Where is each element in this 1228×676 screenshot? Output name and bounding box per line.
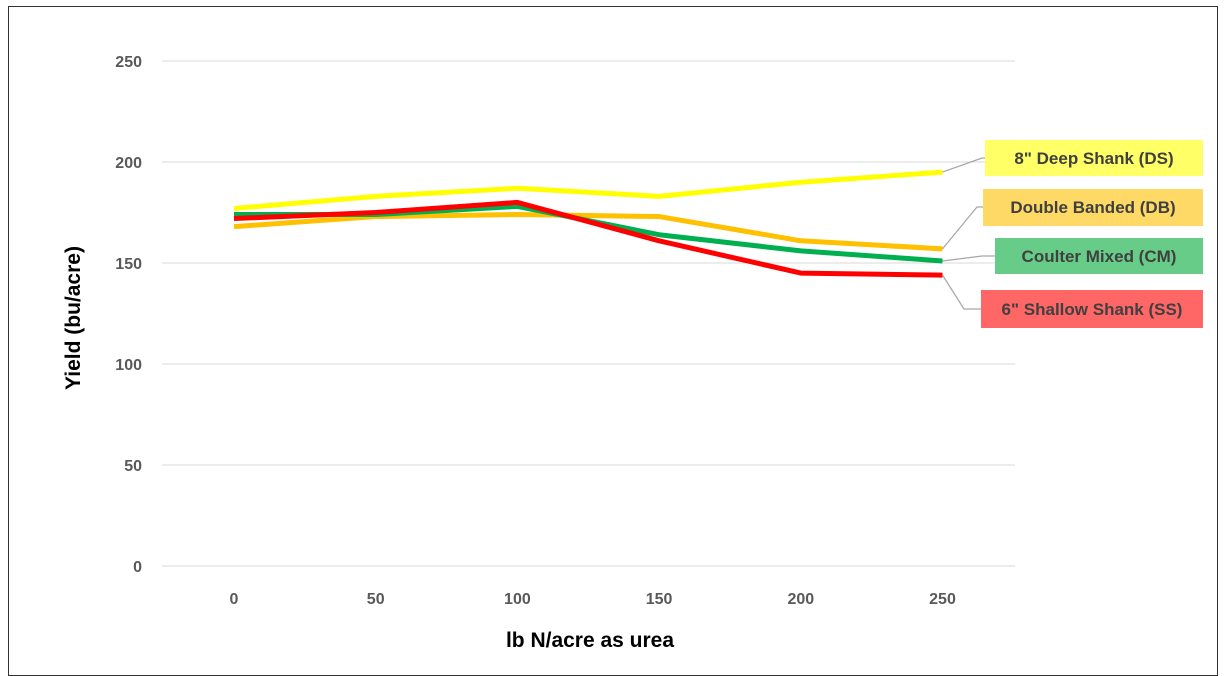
- y-tick-label: 200: [115, 155, 142, 172]
- x-tick-label: 250: [929, 591, 956, 608]
- legend-label: 6" Shallow Shank (SS): [1002, 300, 1183, 319]
- legend-label-box: [995, 238, 1203, 274]
- legend: 8" Deep Shank (DS) Double Banded (DB) Coul…: [941, 140, 1203, 328]
- x-axis-ticks: 0 50 100 150 200 250: [230, 591, 956, 608]
- x-tick-label: 200: [787, 591, 814, 608]
- x-tick-label: 0: [230, 591, 239, 608]
- legend-label: 8" Deep Shank (DS): [1014, 149, 1173, 168]
- series-lines: [233, 169, 943, 278]
- series-line: [233, 169, 943, 211]
- y-tick-label: 150: [115, 256, 142, 273]
- gridlines: [162, 60, 1015, 567]
- x-tick-label: 150: [646, 591, 673, 608]
- y-tick-label: 250: [115, 54, 142, 71]
- legend-label: Coulter Mixed (CM): [1022, 247, 1177, 266]
- legend-label: Double Banded (DB): [1010, 198, 1175, 217]
- legend-label-box: [985, 140, 1203, 176]
- legend-leader-line: [942, 255, 1000, 262]
- series-line: [233, 212, 943, 252]
- y-tick-label: 100: [115, 357, 142, 374]
- series-line: [233, 199, 943, 278]
- x-axis-title: lb N/acre as urea: [506, 629, 674, 652]
- y-axis-title: Yield (bu/acre): [62, 246, 85, 390]
- y-axis-ticks: 0 50 100 150 200 250: [115, 54, 142, 576]
- y-tick-label: 0: [133, 559, 142, 576]
- x-tick-label: 50: [367, 591, 385, 608]
- y-tick-label: 50: [124, 458, 142, 475]
- legend-label-box: [983, 189, 1203, 226]
- legend-leader-line: [941, 274, 982, 310]
- x-tick-label: 100: [504, 591, 531, 608]
- legend-label-box: [981, 290, 1203, 328]
